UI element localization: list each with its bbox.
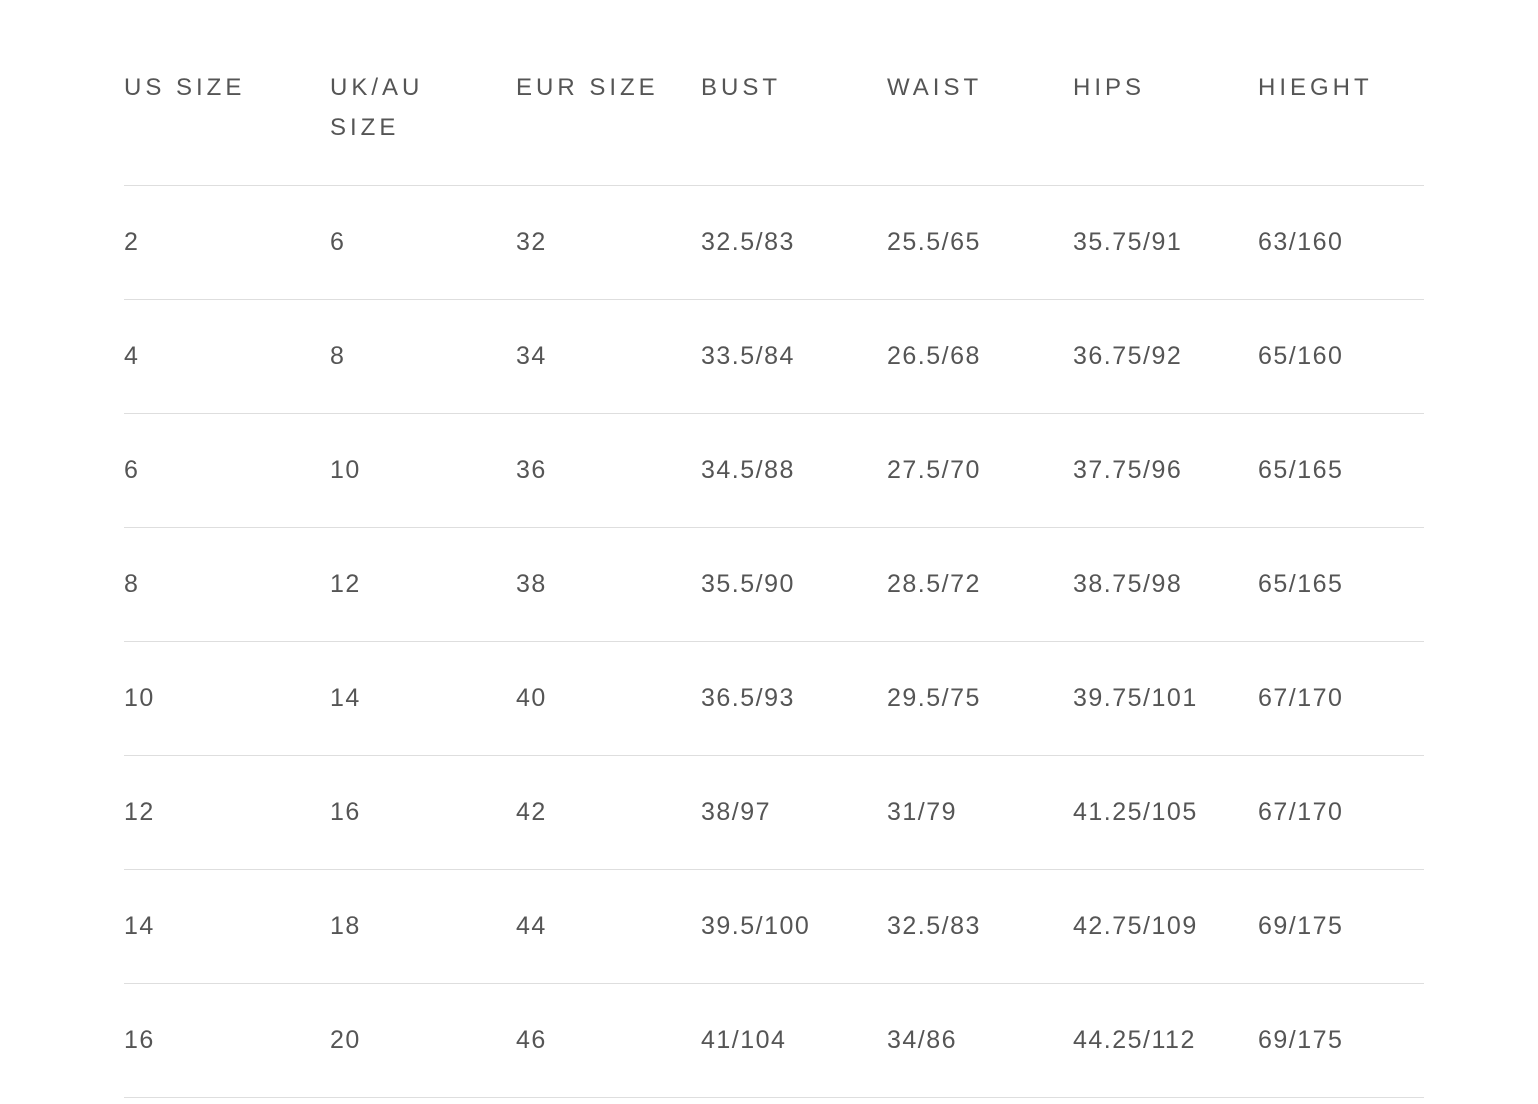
cell-uk-au-size: 12: [330, 570, 361, 598]
cell-uk-au-size: 14: [330, 684, 361, 712]
cell-height: 69/175: [1258, 912, 1344, 940]
cell-waist: 25.5/65: [887, 228, 981, 256]
header-bust: BUST: [701, 74, 782, 101]
cell-waist: 27.5/70: [887, 456, 981, 484]
table-row: 2 6 32 32.5/83 25.5/65 35.75/91 63/160: [124, 186, 1424, 300]
header-eur-size: EUR SIZE: [516, 74, 659, 101]
cell-us-size: 12: [124, 798, 155, 826]
header-height: HIEGHT: [1258, 74, 1373, 101]
cell-hips: 42.75/109: [1073, 912, 1198, 940]
table-row: 12 16 42 38/97 31/79 41.25/105 67/170: [124, 756, 1424, 870]
cell-height: 67/170: [1258, 798, 1344, 826]
cell-waist: 26.5/68: [887, 342, 981, 370]
cell-eur-size: 36: [516, 456, 547, 484]
header-waist: WAIST: [887, 74, 983, 101]
cell-height: 63/160: [1258, 228, 1344, 256]
header-uk-au-size: UK/AU SIZE: [330, 74, 424, 141]
cell-hips: 38.75/98: [1073, 570, 1183, 598]
cell-eur-size: 40: [516, 684, 547, 712]
cell-eur-size: 42: [516, 798, 547, 826]
cell-us-size: 6: [124, 456, 140, 484]
table-header-row: US SIZE UK/AU SIZE EUR SIZE BUST WAIST H…: [124, 0, 1424, 186]
table-row: 16 20 46 41/104 34/86 44.25/112 69/175: [124, 984, 1424, 1098]
cell-height: 65/165: [1258, 570, 1344, 598]
cell-height: 65/165: [1258, 456, 1344, 484]
table-row: 14 18 44 39.5/100 32.5/83 42.75/109 69/1…: [124, 870, 1424, 984]
cell-hips: 41.25/105: [1073, 798, 1198, 826]
cell-us-size: 8: [124, 570, 140, 598]
cell-waist: 31/79: [887, 798, 958, 826]
cell-us-size: 16: [124, 1026, 155, 1054]
header-hips: HIPS: [1073, 74, 1146, 101]
cell-bust: 34.5/88: [701, 456, 795, 484]
cell-us-size: 10: [124, 684, 155, 712]
table-row: 8 12 38 35.5/90 28.5/72 38.75/98 65/165: [124, 528, 1424, 642]
cell-hips: 36.75/92: [1073, 342, 1183, 370]
cell-hips: 35.75/91: [1073, 228, 1183, 256]
cell-uk-au-size: 8: [330, 342, 346, 370]
cell-eur-size: 44: [516, 912, 547, 940]
cell-eur-size: 38: [516, 570, 547, 598]
cell-height: 65/160: [1258, 342, 1344, 370]
cell-us-size: 14: [124, 912, 155, 940]
size-chart-table: US SIZE UK/AU SIZE EUR SIZE BUST WAIST H…: [124, 0, 1424, 1098]
cell-waist: 29.5/75: [887, 684, 981, 712]
cell-uk-au-size: 6: [330, 228, 346, 256]
cell-hips: 37.75/96: [1073, 456, 1183, 484]
header-us-size: US SIZE: [124, 74, 246, 101]
cell-uk-au-size: 20: [330, 1026, 361, 1054]
cell-uk-au-size: 18: [330, 912, 361, 940]
table-row: 6 10 36 34.5/88 27.5/70 37.75/96 65/165: [124, 414, 1424, 528]
cell-bust: 35.5/90: [701, 570, 795, 598]
cell-height: 69/175: [1258, 1026, 1344, 1054]
cell-waist: 32.5/83: [887, 912, 981, 940]
cell-bust: 33.5/84: [701, 342, 795, 370]
cell-height: 67/170: [1258, 684, 1344, 712]
cell-bust: 36.5/93: [701, 684, 795, 712]
cell-eur-size: 46: [516, 1026, 547, 1054]
cell-us-size: 2: [124, 228, 140, 256]
cell-bust: 32.5/83: [701, 228, 795, 256]
cell-hips: 44.25/112: [1073, 1026, 1196, 1054]
cell-eur-size: 32: [516, 228, 547, 256]
cell-uk-au-size: 16: [330, 798, 361, 826]
cell-bust: 38/97: [701, 798, 772, 826]
cell-hips: 39.75/101: [1073, 684, 1198, 712]
table-row: 4 8 34 33.5/84 26.5/68 36.75/92 65/160: [124, 300, 1424, 414]
cell-eur-size: 34: [516, 342, 547, 370]
cell-bust: 41/104: [701, 1026, 787, 1054]
cell-waist: 34/86: [887, 1026, 958, 1054]
cell-uk-au-size: 10: [330, 456, 361, 484]
table-row: 10 14 40 36.5/93 29.5/75 39.75/101 67/17…: [124, 642, 1424, 756]
cell-us-size: 4: [124, 342, 140, 370]
cell-waist: 28.5/72: [887, 570, 981, 598]
cell-bust: 39.5/100: [701, 912, 811, 940]
